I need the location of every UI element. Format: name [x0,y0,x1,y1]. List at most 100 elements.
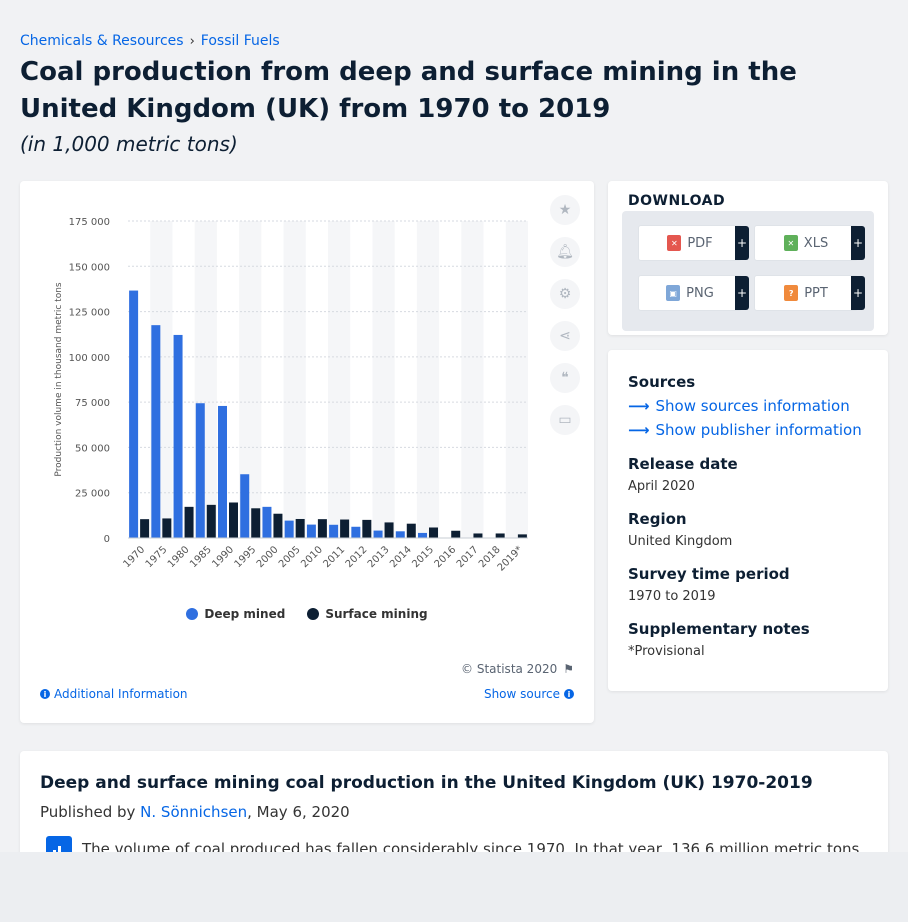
legend-label-surface-mining: Surface mining [325,607,428,621]
column-band [461,221,484,538]
sources-card: Sources ⟶ Show sources information ⟶ Sho… [608,350,888,691]
author-link[interactable]: N. Sönnichsen [140,803,248,821]
bar-surface-mining [495,533,505,538]
bottom-bar [0,852,908,922]
xls-file-icon: ✕ [783,235,798,251]
show-sources-link[interactable]: ⟶ Show sources information [628,397,850,415]
x-tick-label: 2016 [433,544,459,570]
plus-icon[interactable]: + [735,276,749,310]
column-band [505,221,528,538]
star-icon[interactable]: ★ [550,195,580,225]
pdf-file-icon: ✕ [667,235,682,251]
description-title: Deep and surface mining coal production … [40,773,813,793]
bar-chart: 0 25 000 50 000 75 000 100 000 125 000 150 000… [54,217,528,574]
png-file-icon: ▣ [666,285,681,301]
breadcrumb-item-fossil-fuels[interactable]: Fossil Fuels [200,33,280,49]
download-pdf-button[interactable]: ✕ PDF + [638,225,749,261]
show-publisher-label: Show publisher information [655,421,862,439]
plus-icon[interactable]: + [851,226,865,260]
release-date-heading: Release date [628,455,738,473]
bar-surface-mining [295,518,305,538]
bar-deep-mined [240,474,250,538]
download-xls-button[interactable]: ✕ XLS + [754,225,865,261]
x-tick-label: 2013 [366,544,392,570]
legend-item-surface-mining[interactable]: Surface mining [307,607,428,621]
bar-surface-mining [206,504,216,538]
share-icon[interactable]: ⋖ [550,321,580,351]
published-prefix: Published by [40,803,136,821]
download-png-button[interactable]: ▣ PNG + [638,275,749,311]
x-tick-label: 2000 [255,544,281,570]
info-icon: i [564,689,574,699]
plus-icon[interactable]: + [735,226,749,260]
description-card: Deep and surface mining coal production … [20,751,888,852]
column-band [239,221,262,538]
y-tick-label: 150 000 [69,262,110,273]
region-value: United Kingdom [628,534,733,549]
page-title: Coal production from deep and surface mi… [20,57,797,124]
column-band [283,221,306,538]
y-tick-label: 0 [104,534,110,545]
flag-icon[interactable]: ⚑ [563,662,574,676]
quote-icon[interactable]: ❝ [550,363,580,393]
release-date-value: April 2020 [628,479,695,494]
show-source-label: Show source [483,687,560,701]
column-band [328,221,351,538]
bell-icon[interactable]: 🔔︎ [550,237,580,267]
page: Chemicals & Resources › Fossil Fuels Coa… [20,33,888,852]
published-date: , May 6, 2020 [247,803,350,821]
gear-icon[interactable]: ⚙ [550,279,580,309]
plus-icon[interactable]: + [851,276,865,310]
additional-info-link[interactable]: i Additional Information [40,687,188,701]
breadcrumb-separator: › [189,33,195,49]
y-axis-label: Production volume in thousand metric ton… [54,282,64,477]
x-tick-label: 2014 [388,544,414,570]
copyright-text: © Statista 2020 [461,662,558,676]
page-subtitle: (in 1,000 metric tons) [20,132,238,156]
x-tick-label: 2011 [321,544,347,570]
download-grid: ✕ PDF + ✕ XLS + ▣ PNG + ? PPT + [622,211,874,331]
show-publisher-link[interactable]: ⟶ Show publisher information [628,421,862,439]
x-tick-label: 2019* [496,544,525,573]
bar-surface-mining [162,518,172,538]
x-tick-label: 2017 [455,544,481,570]
bar-surface-mining [229,502,238,538]
bar-deep-mined [418,532,427,538]
show-source-link[interactable]: Show source i [484,687,574,701]
breadcrumb-item-chemicals[interactable]: Chemicals & Resources [20,33,184,49]
ppt-file-icon: ? [784,285,799,301]
download-ppt-label: PPT [804,285,828,301]
x-tick-label: 1995 [233,544,259,570]
bar-surface-mining [429,527,438,538]
bar-surface-mining [384,522,394,538]
supplementary-notes-value: *Provisional [628,644,705,659]
y-tick-label: 175 000 [69,217,110,228]
region-heading: Region [628,510,687,528]
legend-dot-deep-mined [186,608,199,620]
published-by: Published by N. Sönnichsen, May 6, 2020 [40,803,350,821]
y-tick-label: 100 000 [69,353,110,364]
x-tick-label: 1985 [188,544,214,570]
arrow-right-icon: ⟶ [628,397,650,415]
column-band [372,221,395,538]
bar-surface-mining [473,533,483,538]
download-png-label: PNG [686,285,714,301]
bar-surface-mining [317,519,327,538]
bar-deep-mined [373,530,383,538]
bar-surface-mining [451,530,461,538]
arrow-right-icon: ⟶ [628,421,650,439]
description-text: The volume of coal produced has fallen c… [82,840,860,852]
bar-surface-mining [184,506,194,538]
column-band [416,221,440,538]
download-xls-label: XLS [803,235,829,251]
legend-item-deep-mined[interactable]: Deep mined [186,607,285,621]
y-tick-label: 125 000 [69,308,110,319]
bar-deep-mined [395,531,405,538]
legend-label-deep-mined: Deep mined [204,607,286,621]
download-ppt-button[interactable]: ? PPT + [754,275,865,311]
legend-dot-surface-mining [307,608,320,620]
info-icon: i [40,689,50,699]
x-tick-label: 1990 [210,544,236,570]
bar-surface-mining [140,519,150,538]
print-icon[interactable]: ▭ [550,405,580,435]
